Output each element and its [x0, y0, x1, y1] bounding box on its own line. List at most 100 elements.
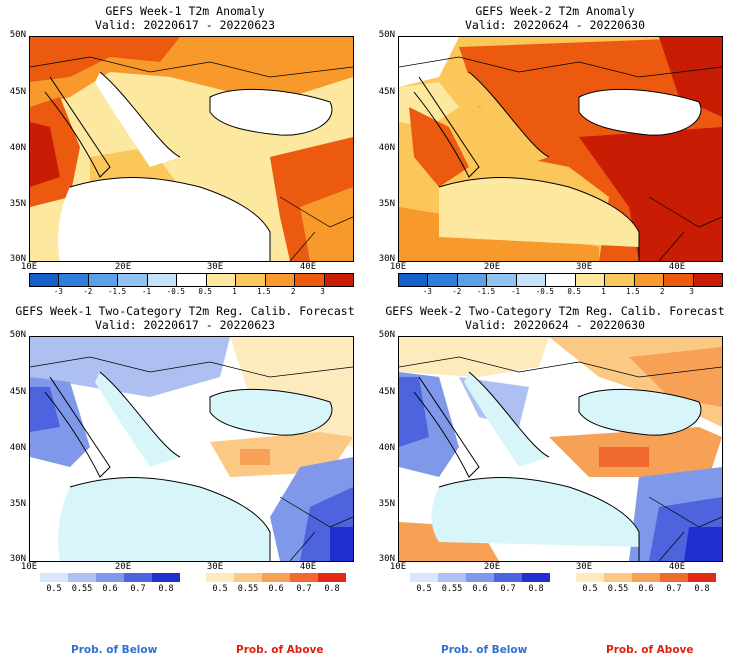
lat-label: 50N — [378, 330, 395, 340]
colorbar-segment — [262, 573, 290, 582]
lat-label: 35N — [9, 499, 26, 509]
colorbar-tick-label: 0.7 — [500, 584, 516, 594]
colorbar-segment — [427, 274, 457, 286]
below-colorbar — [410, 573, 550, 582]
colorbar-tick-label: -1.5 — [477, 287, 496, 296]
panel-valid-date: Valid: 20220624 - 20220630 — [464, 18, 645, 32]
colorbar-segment — [58, 274, 88, 286]
lon-label: 40E — [299, 262, 317, 272]
colorbar-segment — [692, 274, 722, 286]
colorbar-tick-label: 1 — [232, 287, 237, 296]
colorbar-segment — [206, 573, 234, 582]
colorbar-tick-label: 0.5 — [212, 584, 228, 594]
colorbar-segment — [40, 573, 68, 582]
colorbar-segment — [205, 274, 236, 286]
panel-week1-probability: GEFS Week-1 Two-Category T2m Reg. Calib.… — [0, 300, 370, 662]
anomaly-colorbar — [29, 273, 354, 287]
lat-label: 35N — [378, 199, 395, 209]
colorbar-tick-label: 0.55 — [237, 584, 259, 594]
colorbar-tick-label: 2 — [660, 287, 665, 296]
colorbar-segment — [152, 573, 180, 582]
colorbar-tick-label: 0.8 — [694, 584, 710, 594]
colorbar-segment — [522, 573, 550, 582]
colorbar-segment — [604, 274, 634, 286]
panel-title: GEFS Week-1 Two-Category T2m Reg. Calib.… — [15, 304, 355, 318]
colorbar-segment — [235, 274, 265, 286]
panel-week1-anomaly: GEFS Week-1 T2m Anomaly Valid: 20220617 … — [0, 0, 370, 300]
colorbar-tick-label: -1 — [141, 287, 151, 296]
prob-above-label: Prob. of Above — [606, 644, 694, 656]
lon-label: 10E — [20, 562, 38, 572]
colorbar-tick-label: 0.55 — [441, 584, 463, 594]
colorbar-tick-label: 1.5 — [626, 287, 640, 296]
colorbar-tick-label: 0.6 — [268, 584, 284, 594]
colorbar-segment — [96, 573, 124, 582]
colorbar-tick-label: 1.5 — [257, 287, 271, 296]
colorbar-segment — [515, 274, 546, 286]
colorbar-segment — [633, 274, 664, 286]
colorbar-tick-label: 0.6 — [102, 584, 118, 594]
lon-label: 10E — [20, 262, 38, 272]
lon-label: 30E — [575, 262, 593, 272]
below-colorbar — [40, 573, 180, 582]
above-colorbar — [206, 573, 346, 582]
map-canvas — [30, 337, 353, 561]
colorbar-tick-label: 0.6 — [472, 584, 488, 594]
panel-title: GEFS Week-2 Two-Category T2m Reg. Calib.… — [385, 304, 725, 318]
prob-below-label: Prob. of Below — [71, 644, 158, 656]
colorbar-tick-label: 0.8 — [324, 584, 340, 594]
colorbar-segment — [176, 274, 206, 286]
colorbar-tick-label: -1.5 — [108, 287, 127, 296]
panel-valid-date: Valid: 20220617 - 20220623 — [94, 18, 275, 32]
colorbar-tick-label: 0.7 — [296, 584, 312, 594]
colorbar-tick-label: -0.5 — [166, 287, 185, 296]
lat-label: 50N — [9, 330, 26, 340]
colorbar-tick-label: -2 — [83, 287, 93, 296]
colorbar-segment — [688, 573, 716, 582]
colorbar-tick-label: 1 — [601, 287, 606, 296]
colorbar-tick-label: 3 — [689, 287, 694, 296]
colorbar-segment — [318, 573, 346, 582]
colorbar-segment — [632, 573, 660, 582]
panel-valid-date: Valid: 20220617 - 20220623 — [94, 318, 275, 332]
colorbar-segment — [574, 274, 605, 286]
lat-label: 35N — [378, 499, 395, 509]
colorbar-segment — [660, 573, 688, 582]
colorbar-tick-label: 0.7 — [130, 584, 146, 594]
lon-label: 40E — [668, 562, 686, 572]
colorbar-segment — [545, 274, 575, 286]
colorbar-tick-label: 0.55 — [71, 584, 93, 594]
colorbar-segment — [146, 274, 177, 286]
colorbar-tick-label: 0.5 — [198, 287, 212, 296]
colorbar-segment — [124, 573, 152, 582]
colorbar-segment — [294, 274, 324, 286]
colorbar-segment — [264, 274, 295, 286]
colorbar-tick-label: -3 — [422, 287, 432, 296]
lon-label: 10E — [389, 262, 407, 272]
prob-below-label: Prob. of Below — [441, 644, 528, 656]
lat-label: 40N — [378, 143, 395, 153]
lon-label: 30E — [206, 262, 224, 272]
map-canvas — [399, 337, 722, 561]
colorbar-segment — [68, 573, 96, 582]
colorbar-segment — [323, 274, 353, 286]
lon-label: 20E — [114, 562, 132, 572]
colorbar-segment — [30, 274, 59, 286]
panel-title: GEFS Week-1 T2m Anomaly — [105, 4, 265, 18]
colorbar-tick-label: -2 — [452, 287, 462, 296]
colorbar-segment — [290, 573, 318, 582]
anomaly-map — [29, 36, 354, 262]
lon-label: 30E — [575, 562, 593, 572]
colorbar-segment — [466, 573, 494, 582]
lon-label: 30E — [206, 562, 224, 572]
lon-label: 40E — [668, 262, 686, 272]
colorbar-segment — [663, 274, 693, 286]
lat-label: 30N — [9, 254, 26, 264]
anomaly-map — [398, 36, 723, 262]
lat-label: 40N — [9, 443, 26, 453]
colorbar-segment — [604, 573, 632, 582]
colorbar-tick-label: 0.5 — [46, 584, 62, 594]
colorbar-tick-label: 0.55 — [607, 584, 629, 594]
prob-above-label: Prob. of Above — [236, 644, 324, 656]
lat-label: 45N — [378, 387, 395, 397]
